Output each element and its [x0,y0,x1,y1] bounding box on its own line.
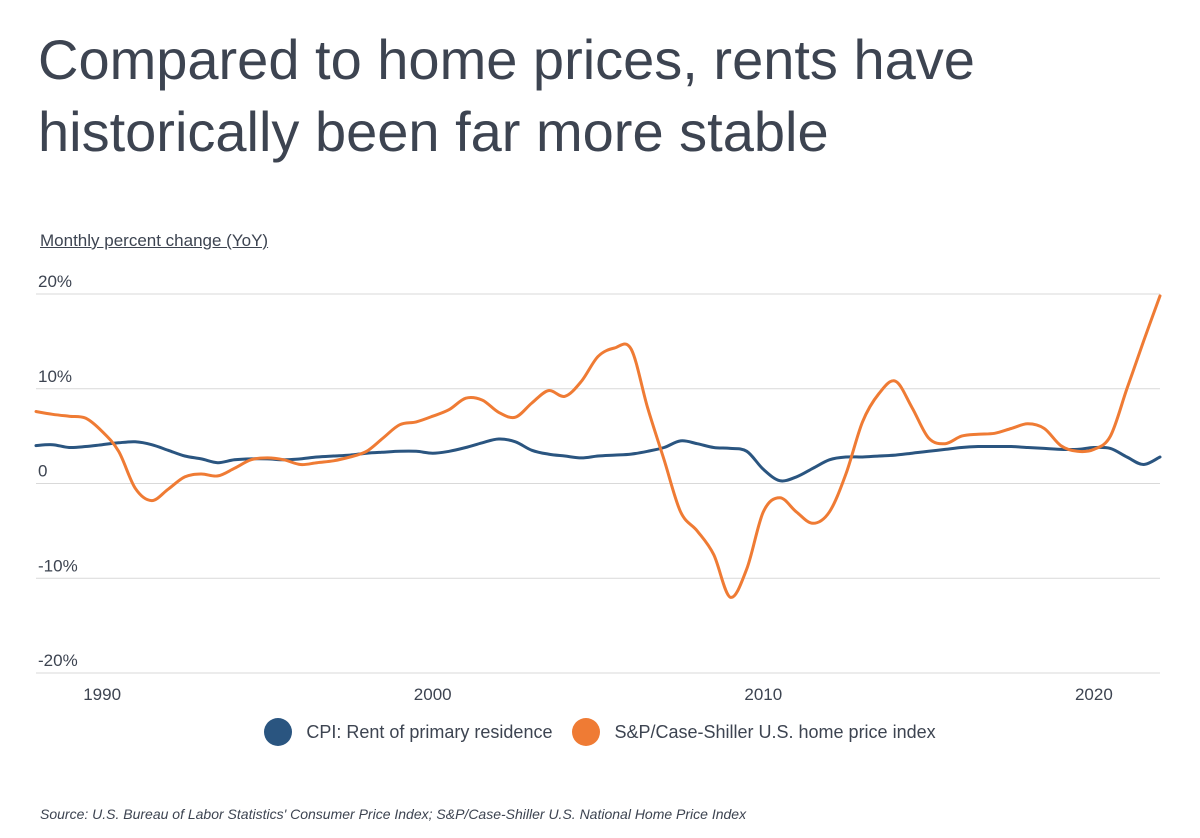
legend-item-rent: CPI: Rent of primary residence [264,718,552,746]
chart-title-line-2: historically been far more stable [38,100,829,163]
y-tick-label-4: -20% [38,651,78,670]
source-note: Source: U.S. Bureau of Labor Statistics'… [40,806,747,822]
x-tick-label-0: 1990 [83,685,121,704]
x-tick-label-1: 2000 [414,685,452,704]
legend-label-home: S&P/Case-Shiller U.S. home price index [614,721,936,742]
y-tick-label-3: -10% [38,556,78,575]
chart-title-line-1: Compared to home prices, rents have [38,28,975,91]
y-tick-label-1: 10% [38,367,72,386]
chart-title: Compared to home prices, rents have hist… [38,24,1158,168]
line-chart: 20% 10% 0 -10% -20% 1990 2000 2010 2020 [34,272,1162,704]
y-tick-label-0: 20% [38,272,72,291]
legend-swatch-home [572,718,601,746]
legend-label-rent: CPI: Rent of primary residence [306,721,553,742]
series-line-rent [34,437,1162,483]
legend-item-home: S&P/Case-Shiller U.S. home price index [572,718,936,746]
x-tick-label-2: 2010 [744,685,782,704]
x-tick-label-3: 2020 [1075,685,1113,704]
legend: CPI: Rent of primary residence S&P/Case-… [0,718,1200,746]
y-axis-label: Monthly percent change (YoY) [40,231,269,250]
series-line-home [34,294,1162,599]
legend-swatch-rent [264,718,293,746]
y-tick-label-2: 0 [38,462,47,481]
